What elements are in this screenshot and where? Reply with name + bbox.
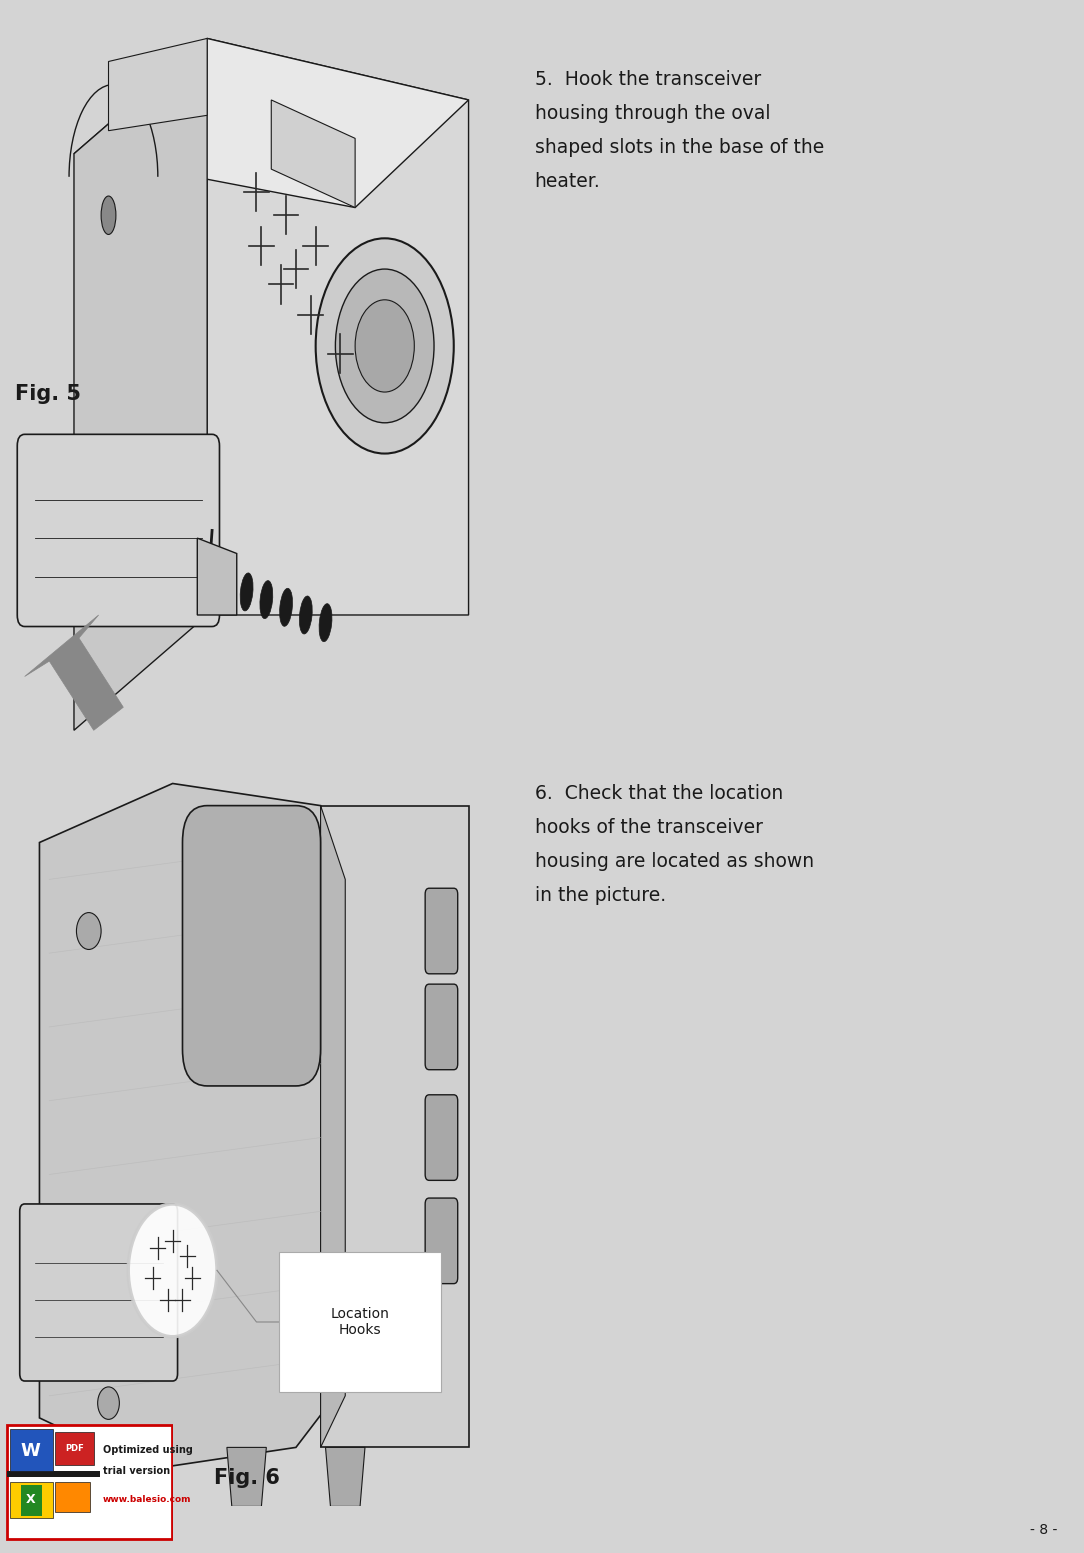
FancyBboxPatch shape <box>279 1252 441 1391</box>
Polygon shape <box>321 806 468 1447</box>
Text: Fig. 5: Fig. 5 <box>15 384 81 404</box>
Ellipse shape <box>260 581 273 618</box>
Text: Fig. 6: Fig. 6 <box>214 1468 280 1488</box>
Text: trial version: trial version <box>103 1466 170 1475</box>
Polygon shape <box>25 615 124 730</box>
FancyBboxPatch shape <box>425 1197 457 1284</box>
Text: 5.  Hook the transceiver
housing through the oval
shaped slots in the base of th: 5. Hook the transceiver housing through … <box>534 70 824 191</box>
Ellipse shape <box>241 573 253 610</box>
Circle shape <box>98 1387 119 1419</box>
FancyBboxPatch shape <box>8 1426 171 1539</box>
Polygon shape <box>128 1447 168 1506</box>
Polygon shape <box>271 99 356 208</box>
Circle shape <box>335 269 434 422</box>
Polygon shape <box>325 1447 365 1506</box>
Text: PDF: PDF <box>65 1444 83 1454</box>
Text: X: X <box>26 1494 36 1506</box>
FancyBboxPatch shape <box>55 1432 93 1466</box>
Text: Location
Hooks: Location Hooks <box>331 1308 389 1337</box>
FancyBboxPatch shape <box>425 888 457 974</box>
FancyBboxPatch shape <box>182 806 321 1086</box>
Polygon shape <box>321 806 346 1447</box>
FancyBboxPatch shape <box>22 1485 41 1516</box>
Text: 6.  Check that the location
hooks of the transceiver
housing are located as show: 6. Check that the location hooks of the … <box>534 784 814 905</box>
Bar <box>8 1471 100 1477</box>
Polygon shape <box>108 39 207 130</box>
FancyBboxPatch shape <box>20 1204 178 1381</box>
Ellipse shape <box>101 196 116 235</box>
Text: - 8 -: - 8 - <box>1030 1523 1057 1537</box>
Circle shape <box>356 300 414 391</box>
Polygon shape <box>74 39 468 208</box>
Polygon shape <box>39 784 346 1469</box>
Polygon shape <box>74 39 207 730</box>
Polygon shape <box>197 539 236 615</box>
Text: W: W <box>21 1441 40 1460</box>
FancyBboxPatch shape <box>17 435 219 626</box>
FancyBboxPatch shape <box>425 985 457 1070</box>
Circle shape <box>315 238 454 453</box>
Text: www.balesio.com: www.balesio.com <box>103 1496 192 1505</box>
Polygon shape <box>207 39 468 615</box>
Ellipse shape <box>280 589 293 626</box>
FancyBboxPatch shape <box>425 1095 457 1180</box>
Polygon shape <box>227 1447 267 1506</box>
Circle shape <box>77 913 101 949</box>
FancyBboxPatch shape <box>55 1482 90 1513</box>
Ellipse shape <box>319 604 332 641</box>
FancyBboxPatch shape <box>10 1482 53 1517</box>
FancyBboxPatch shape <box>10 1429 53 1471</box>
Ellipse shape <box>299 596 312 634</box>
Text: Optimized using: Optimized using <box>103 1444 193 1455</box>
Ellipse shape <box>220 558 233 595</box>
Circle shape <box>128 1204 217 1337</box>
